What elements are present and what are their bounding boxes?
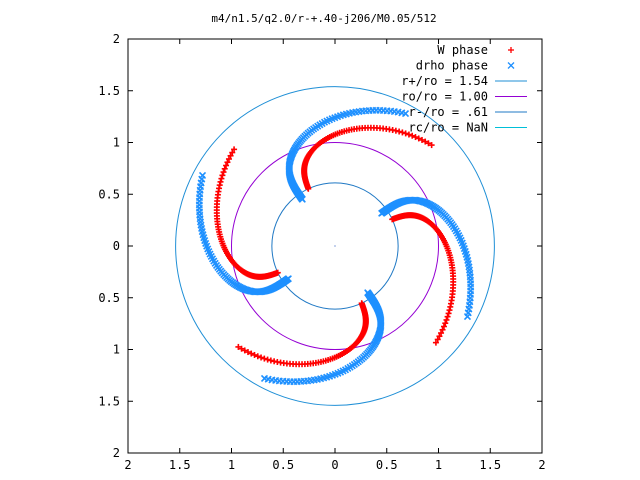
drho-phase-point xyxy=(198,228,206,236)
drho-phase-point xyxy=(457,236,465,245)
y-axis-ticks: 2 1.5 1 0.5 0 0.5 1 1.5 2 xyxy=(98,32,542,460)
x-tick-label: 1.5 xyxy=(169,458,191,472)
drho-phase-point xyxy=(202,239,210,248)
drho-phase-point xyxy=(207,252,215,261)
legend-label: r-/ro = .61 xyxy=(409,105,488,119)
y-tick-label: 1 xyxy=(113,343,120,357)
drho-phase-point xyxy=(204,245,212,253)
x-tick-label: 2 xyxy=(124,458,131,472)
drho-phase-point xyxy=(458,239,466,247)
x-tick-label: 1 xyxy=(228,458,235,472)
radius-circle-rro xyxy=(271,182,399,310)
drho-phase-point xyxy=(464,256,472,264)
drho-phase-point xyxy=(462,250,470,258)
center-dot xyxy=(334,245,336,247)
drho-phase-point xyxy=(260,374,269,383)
drho-phase-point xyxy=(463,312,472,321)
drho-phase-point xyxy=(198,224,206,233)
drho-phase-point xyxy=(461,247,469,255)
x-tick-label: 0 xyxy=(331,458,338,472)
radius-circles xyxy=(175,86,495,406)
drho-phase-point xyxy=(459,242,467,250)
drho-phase-point xyxy=(456,234,464,242)
y-tick-label: 0 xyxy=(113,239,120,253)
drho-phase-point xyxy=(197,221,205,229)
legend-label: drho phase xyxy=(416,59,488,73)
y-tick-label: 1.5 xyxy=(98,394,120,408)
x-axis-ticks: 2 1.5 1 0.5 0 0.5 1 1.5 2 xyxy=(124,39,546,472)
drho-phase-point xyxy=(455,231,463,240)
drho-phase-point xyxy=(206,250,214,258)
legend-label: ro/ro = 1.00 xyxy=(401,90,488,104)
y-tick-label: 1 xyxy=(113,136,120,150)
drho-phase-point xyxy=(460,244,468,253)
drho-phase-point xyxy=(199,231,207,239)
chart-title: m4/n1.5/q2.0/r-+.40-j206/M0.05/512 xyxy=(211,12,436,25)
legend-label: r+/ro = 1.54 xyxy=(401,74,488,88)
drho-phase-series xyxy=(195,106,475,386)
y-tick-label: 1.5 xyxy=(98,84,120,98)
x-tick-label: 2 xyxy=(538,458,545,472)
drho-phase-point xyxy=(198,171,207,180)
drho-phase-point xyxy=(464,259,472,268)
legend-cross-marker xyxy=(507,62,515,69)
drho-phase-point xyxy=(465,263,473,271)
legend-label: W phase xyxy=(437,43,488,57)
drho-phase-point xyxy=(201,237,209,245)
radius-circle-rro xyxy=(175,86,495,406)
radius-circle-roro xyxy=(231,142,439,350)
w-phase-series xyxy=(213,124,457,368)
x-tick-label: 0.5 xyxy=(376,458,398,472)
drho-phase-point xyxy=(203,242,211,250)
y-tick-label: 0.5 xyxy=(98,291,120,305)
y-tick-label: 2 xyxy=(113,32,120,46)
x-tick-label: 0.5 xyxy=(272,458,294,472)
legend-label: rc/ro = NaN xyxy=(409,121,488,135)
drho-phase-point xyxy=(200,234,208,242)
x-tick-label: 1 xyxy=(435,458,442,472)
y-tick-label: 0.5 xyxy=(98,187,120,201)
drho-phase-point xyxy=(463,253,471,261)
y-tick-label: 2 xyxy=(113,446,120,460)
x-tick-label: 1.5 xyxy=(479,458,501,472)
drho-phase-point xyxy=(401,109,410,118)
drho-phase-point xyxy=(205,247,213,256)
